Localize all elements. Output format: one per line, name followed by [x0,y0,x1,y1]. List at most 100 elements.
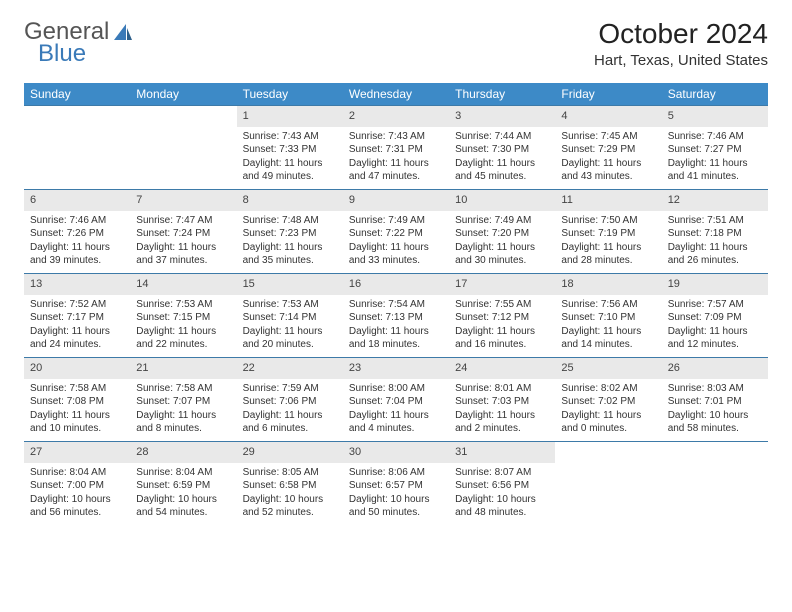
day-body: Sunrise: 8:03 AMSunset: 7:01 PMDaylight:… [662,379,768,440]
daylight-text: Daylight: 10 hours and 50 minutes. [349,493,443,520]
sunrise-text: Sunrise: 8:03 AM [668,382,762,396]
day-body: Sunrise: 7:49 AMSunset: 7:20 PMDaylight:… [449,211,555,272]
sail-icon [112,22,134,42]
day-number: 13 [24,274,130,295]
week-row: 27Sunrise: 8:04 AMSunset: 7:00 PMDayligh… [24,442,768,526]
sunrise-text: Sunrise: 7:46 AM [30,214,124,228]
sunset-text: Sunset: 7:08 PM [30,395,124,409]
day-number: 8 [237,190,343,211]
day-number: 27 [24,442,130,463]
day-body: Sunrise: 8:04 AMSunset: 7:00 PMDaylight:… [24,463,130,524]
daylight-text: Daylight: 11 hours and 39 minutes. [30,241,124,268]
day-body: Sunrise: 7:53 AMSunset: 7:14 PMDaylight:… [237,295,343,356]
daylight-text: Daylight: 11 hours and 45 minutes. [455,157,549,184]
sunset-text: Sunset: 6:58 PM [243,479,337,493]
sunset-text: Sunset: 7:23 PM [243,227,337,241]
day-body: Sunrise: 8:07 AMSunset: 6:56 PMDaylight:… [449,463,555,524]
day-cell: 22Sunrise: 7:59 AMSunset: 7:06 PMDayligh… [237,358,343,442]
day-number: 20 [24,358,130,379]
day-number: 30 [343,442,449,463]
day-number: 5 [662,106,768,127]
sunset-text: Sunset: 7:18 PM [668,227,762,241]
day-number: 9 [343,190,449,211]
sunset-text: Sunset: 7:27 PM [668,143,762,157]
day-number: 23 [343,358,449,379]
day-cell: 28Sunrise: 8:04 AMSunset: 6:59 PMDayligh… [130,442,236,526]
day-body: Sunrise: 7:43 AMSunset: 7:33 PMDaylight:… [237,127,343,188]
daylight-text: Daylight: 11 hours and 37 minutes. [136,241,230,268]
sunset-text: Sunset: 7:12 PM [455,311,549,325]
day-cell: 31Sunrise: 8:07 AMSunset: 6:56 PMDayligh… [449,442,555,526]
col-wednesday: Wednesday [343,83,449,106]
day-cell [24,106,130,190]
sunrise-text: Sunrise: 7:44 AM [455,130,549,144]
day-body: Sunrise: 7:49 AMSunset: 7:22 PMDaylight:… [343,211,449,272]
sunset-text: Sunset: 7:31 PM [349,143,443,157]
day-number: 15 [237,274,343,295]
day-cell: 14Sunrise: 7:53 AMSunset: 7:15 PMDayligh… [130,274,236,358]
day-body: Sunrise: 7:58 AMSunset: 7:08 PMDaylight:… [24,379,130,440]
day-cell: 10Sunrise: 7:49 AMSunset: 7:20 PMDayligh… [449,190,555,274]
day-number: 7 [130,190,236,211]
day-number: 26 [662,358,768,379]
day-cell: 2Sunrise: 7:43 AMSunset: 7:31 PMDaylight… [343,106,449,190]
daylight-text: Daylight: 11 hours and 47 minutes. [349,157,443,184]
day-cell [662,442,768,526]
week-row: 6Sunrise: 7:46 AMSunset: 7:26 PMDaylight… [24,190,768,274]
daylight-text: Daylight: 11 hours and 41 minutes. [668,157,762,184]
header-right: October 2024 Hart, Texas, United States [594,18,768,69]
logo-text-blue: Blue [38,40,86,68]
calendar-body: 1Sunrise: 7:43 AMSunset: 7:33 PMDaylight… [24,106,768,526]
sunset-text: Sunset: 7:24 PM [136,227,230,241]
day-cell: 15Sunrise: 7:53 AMSunset: 7:14 PMDayligh… [237,274,343,358]
sunrise-text: Sunrise: 7:43 AM [243,130,337,144]
sunrise-text: Sunrise: 7:58 AM [136,382,230,396]
day-body: Sunrise: 7:50 AMSunset: 7:19 PMDaylight:… [555,211,661,272]
sunset-text: Sunset: 7:22 PM [349,227,443,241]
day-body: Sunrise: 7:55 AMSunset: 7:12 PMDaylight:… [449,295,555,356]
daylight-text: Daylight: 11 hours and 20 minutes. [243,325,337,352]
daylight-text: Daylight: 11 hours and 30 minutes. [455,241,549,268]
daylight-text: Daylight: 11 hours and 14 minutes. [561,325,655,352]
sunset-text: Sunset: 7:09 PM [668,311,762,325]
day-cell: 30Sunrise: 8:06 AMSunset: 6:57 PMDayligh… [343,442,449,526]
sunset-text: Sunset: 7:33 PM [243,143,337,157]
daylight-text: Daylight: 10 hours and 56 minutes. [30,493,124,520]
sunset-text: Sunset: 7:13 PM [349,311,443,325]
sunset-text: Sunset: 7:20 PM [455,227,549,241]
day-cell: 9Sunrise: 7:49 AMSunset: 7:22 PMDaylight… [343,190,449,274]
col-saturday: Saturday [662,83,768,106]
day-body: Sunrise: 7:46 AMSunset: 7:26 PMDaylight:… [24,211,130,272]
sunrise-text: Sunrise: 7:56 AM [561,298,655,312]
day-body: Sunrise: 7:54 AMSunset: 7:13 PMDaylight:… [343,295,449,356]
daylight-text: Daylight: 11 hours and 8 minutes. [136,409,230,436]
day-number: 12 [662,190,768,211]
sunset-text: Sunset: 7:01 PM [668,395,762,409]
day-body: Sunrise: 7:53 AMSunset: 7:15 PMDaylight:… [130,295,236,356]
day-cell: 12Sunrise: 7:51 AMSunset: 7:18 PMDayligh… [662,190,768,274]
day-cell: 4Sunrise: 7:45 AMSunset: 7:29 PMDaylight… [555,106,661,190]
day-cell: 19Sunrise: 7:57 AMSunset: 7:09 PMDayligh… [662,274,768,358]
sunset-text: Sunset: 7:10 PM [561,311,655,325]
sunrise-text: Sunrise: 7:52 AM [30,298,124,312]
sunset-text: Sunset: 7:03 PM [455,395,549,409]
day-number: 2 [343,106,449,127]
daylight-text: Daylight: 11 hours and 43 minutes. [561,157,655,184]
sunrise-text: Sunrise: 7:49 AM [349,214,443,228]
daylight-text: Daylight: 11 hours and 6 minutes. [243,409,337,436]
sunrise-text: Sunrise: 7:50 AM [561,214,655,228]
daylight-text: Daylight: 11 hours and 12 minutes. [668,325,762,352]
sunset-text: Sunset: 6:57 PM [349,479,443,493]
day-body: Sunrise: 7:48 AMSunset: 7:23 PMDaylight:… [237,211,343,272]
daylight-text: Daylight: 11 hours and 24 minutes. [30,325,124,352]
day-cell [555,442,661,526]
sunset-text: Sunset: 7:15 PM [136,311,230,325]
day-number: 11 [555,190,661,211]
sunset-text: Sunset: 7:00 PM [30,479,124,493]
sunrise-text: Sunrise: 8:00 AM [349,382,443,396]
daylight-text: Daylight: 11 hours and 0 minutes. [561,409,655,436]
day-body: Sunrise: 8:06 AMSunset: 6:57 PMDaylight:… [343,463,449,524]
sunrise-text: Sunrise: 7:49 AM [455,214,549,228]
day-number: 16 [343,274,449,295]
col-monday: Monday [130,83,236,106]
